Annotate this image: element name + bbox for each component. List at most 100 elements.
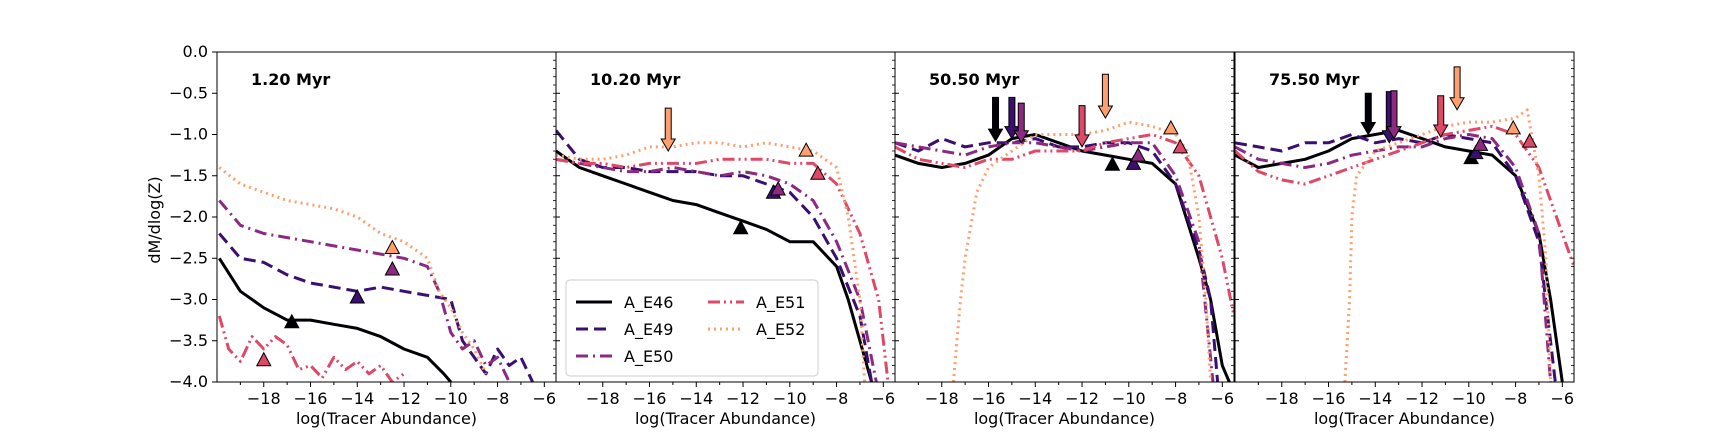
legend-label-a-e52: A_E52 [756,320,805,340]
marker-triangle-a-e51 [255,351,272,367]
marker-triangle-a-e52 [384,239,401,255]
x-axis-label: log(Tracer Abundance) [974,409,1155,428]
x-tick-label: −16 [972,389,1006,408]
x-tick-label: −8 [486,389,510,408]
x-tick-label: −16 [1312,389,1346,408]
x-tick-label: −14 [679,389,713,408]
marker-triangle-a-e51 [810,165,826,180]
series-line-a-e51 [1235,124,1574,268]
legend: A_E46 A_E49 A_E50 A_E51 A_E52 [565,279,819,377]
series-line-a-e46 [895,133,1231,382]
x-axis-label: log(Tracer Abundance) [1314,409,1495,428]
y-tick-label: −2.0 [169,207,208,226]
x-tick-label: −18 [586,389,620,408]
panel-frame [216,51,557,383]
panel-4: −18 −16 −14 −12 −10 −8 −6 log(Tracer Abundance)… [1234,51,1575,428]
y-tick-label: −3.5 [169,331,208,350]
x-tick-label: −8 [1504,389,1528,408]
x-tick-label: −6 [1211,389,1235,408]
marker-triangle-a-e46 [732,219,749,235]
legend-label-a-e49: A_E49 [624,320,673,340]
series-line-a-e50 [895,141,1215,382]
x-tick-label: −10 [1452,389,1486,408]
panel-frame [894,51,1235,383]
x-tick-label: −8 [1164,389,1188,408]
series-line-a-e49 [1235,133,1557,382]
marker-triangle-a-e46 [1104,156,1121,171]
panel-title: 10.20 Myr [590,70,681,89]
arrow-a-e46 [987,96,1004,143]
panel-frame [1234,51,1575,383]
marker-triangle-a-e46 [283,313,300,329]
series-line-a-e50 [556,157,878,382]
series-line-a-e51 [895,133,1234,317]
x-tick-label: −6 [533,389,557,408]
x-tick-label: −10 [434,389,468,408]
x-tick-label: −16 [294,389,328,408]
legend-label-a-e46: A_E46 [624,293,673,313]
x-tick-label: −12 [387,389,421,408]
y-axis-label: dM/dlog(Z) [145,176,164,263]
series-line-a-e50 [218,199,511,382]
panel-1: −18 −16 −14 −12 −10 −8 −6 log(Tracer Abundance)… [169,42,557,428]
y-tick-label: −0.5 [169,83,208,102]
panels-layer: −18 −16 −14 −12 −10 −8 −6 log(Tracer Abundance)… [169,42,1575,428]
series-line-a-e46 [556,149,874,382]
panel-data [556,129,890,382]
panel-data [895,120,1234,382]
x-tick-label: −16 [633,389,667,408]
marker-triangle-a-e49 [349,288,366,304]
x-tick-label: −10 [1112,389,1146,408]
arrow-a-e50 [1013,102,1030,144]
y-tick-label: −3.0 [169,290,208,309]
x-tick-label: −6 [872,389,896,408]
y-tick-label: −1.5 [169,166,208,185]
marker-triangle-a-e51 [1521,133,1538,148]
series-line-a-e52 [951,120,1213,382]
arrow-a-e50 [1386,90,1402,140]
y-tick-label: −1.0 [169,125,208,144]
x-tick-label: −6 [1551,389,1575,408]
x-tick-label: −12 [1405,389,1439,408]
x-tick-label: −14 [1018,389,1052,408]
marker-triangle-a-e49 [1125,155,1142,170]
x-tick-label: −12 [1065,389,1099,408]
series-line-a-e51 [217,315,405,382]
marker-triangle-a-e51 [1172,138,1189,154]
panel-title: 75.50 Myr [1269,70,1360,89]
series-line-a-e46 [218,257,452,382]
x-tick-label: −14 [340,389,374,408]
arrow-a-e52 [1449,66,1465,111]
marker-triangle-a-e52 [798,142,814,157]
series-line-a-e46 [1235,128,1564,382]
series-line-a-e49 [218,232,534,382]
marker-triangle-a-e52 [1163,119,1179,135]
x-tick-label: −14 [1358,389,1392,408]
legend-box [565,279,819,377]
panel-data [1235,108,1574,382]
x-axis-label: log(Tracer Abundance) [296,409,477,428]
legend-label-a-e51: A_E51 [756,293,805,313]
series-line-a-e50 [1235,133,1553,382]
y-tick-label: −4.0 [169,372,208,391]
marker-triangle-a-e49 [1467,144,1484,160]
panel-3: −18 −16 −14 −12 −10 −8 −6 log(Tracer Abundance)… [894,51,1235,428]
x-axis-label: log(Tracer Abundance) [635,409,816,428]
marker-triangle-a-e52 [1505,119,1522,135]
x-tick-label: −8 [825,389,849,408]
y-tick-label: 0.0 [183,42,208,61]
arrow-a-e51 [1074,105,1090,148]
legend-label-a-e50: A_E50 [624,347,673,367]
y-tick-label: −2.5 [169,248,208,267]
marker-triangle-a-e50 [384,260,401,276]
arrow-a-e52 [1097,73,1114,119]
arrow-a-e46 [1360,92,1377,136]
marker-triangle-a-e50 [1472,136,1489,151]
panel-title: 1.20 Myr [251,70,330,89]
x-tick-label: −18 [925,389,959,408]
panel-title: 50.50 Myr [929,70,1020,89]
arrow-a-e51 [1432,95,1449,138]
panel-data [217,166,534,382]
series-line-a-e49 [895,137,1220,382]
